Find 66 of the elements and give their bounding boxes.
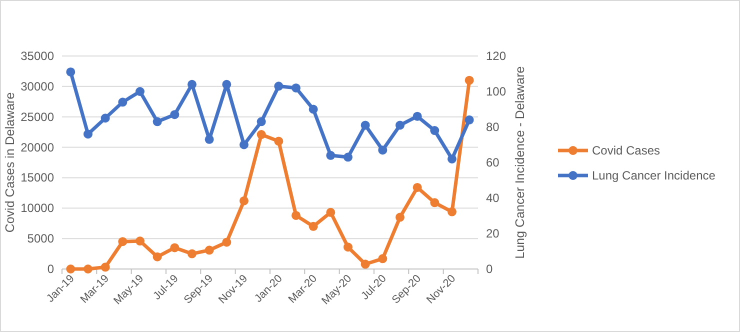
point xyxy=(152,117,162,126)
point xyxy=(274,82,284,91)
legend-label: Lung Cancer Incidence xyxy=(592,168,716,182)
point xyxy=(396,212,404,222)
point xyxy=(152,252,162,262)
y-axis-title: Covid Cases in Delaware xyxy=(3,92,17,233)
point xyxy=(326,150,336,160)
point xyxy=(448,154,456,164)
point xyxy=(344,242,352,252)
point xyxy=(448,207,456,216)
y-tick-label: 20000 xyxy=(20,140,54,154)
y-tick-label: 15000 xyxy=(20,170,54,185)
point xyxy=(204,246,214,255)
point xyxy=(292,83,300,92)
y-tick-label: 10000 xyxy=(20,201,54,216)
point xyxy=(170,243,180,252)
y-tick-label: 5000 xyxy=(27,232,54,246)
point xyxy=(100,262,110,272)
point xyxy=(188,249,196,258)
point xyxy=(240,140,248,150)
point xyxy=(274,136,284,146)
point xyxy=(378,146,388,155)
point xyxy=(412,182,422,192)
legend-label: Covid Cases xyxy=(592,144,660,158)
y2-axis-title: Lung Cancer Incidence - Delaware xyxy=(513,66,527,259)
point xyxy=(360,120,370,130)
point xyxy=(292,210,300,220)
point xyxy=(118,98,128,107)
point xyxy=(222,238,232,247)
point xyxy=(66,67,76,76)
point xyxy=(308,104,318,114)
point xyxy=(136,87,144,96)
y2-tick-label: 40 xyxy=(486,191,500,205)
y-tick-label: 0 xyxy=(47,262,54,276)
y2-tick-label: 0 xyxy=(486,262,493,276)
point xyxy=(222,80,232,89)
point xyxy=(256,130,266,140)
point xyxy=(188,80,196,89)
point xyxy=(170,110,180,120)
y2-tick-label: 60 xyxy=(486,156,500,170)
point xyxy=(100,114,110,123)
point xyxy=(396,120,404,130)
y2-tick-label: 20 xyxy=(486,226,500,240)
y2-tick-label: 100 xyxy=(486,84,506,98)
point xyxy=(464,115,474,124)
point xyxy=(430,198,440,208)
point xyxy=(136,236,144,246)
y-tick-label: 35000 xyxy=(20,49,54,63)
point xyxy=(430,126,440,136)
y-tick-label: 30000 xyxy=(20,79,54,94)
point xyxy=(84,264,92,274)
point xyxy=(240,196,248,206)
y2-tick-label: 80 xyxy=(486,120,500,134)
point xyxy=(464,76,474,85)
point xyxy=(378,254,388,264)
point xyxy=(256,117,266,126)
point xyxy=(360,260,370,269)
y2-tick-label: 120 xyxy=(486,49,506,63)
point xyxy=(344,152,352,162)
point xyxy=(412,112,422,121)
point xyxy=(326,208,336,217)
y-tick-label: 25000 xyxy=(20,110,54,124)
point xyxy=(308,222,318,231)
point xyxy=(84,130,92,139)
point xyxy=(66,264,76,274)
point xyxy=(118,237,128,246)
